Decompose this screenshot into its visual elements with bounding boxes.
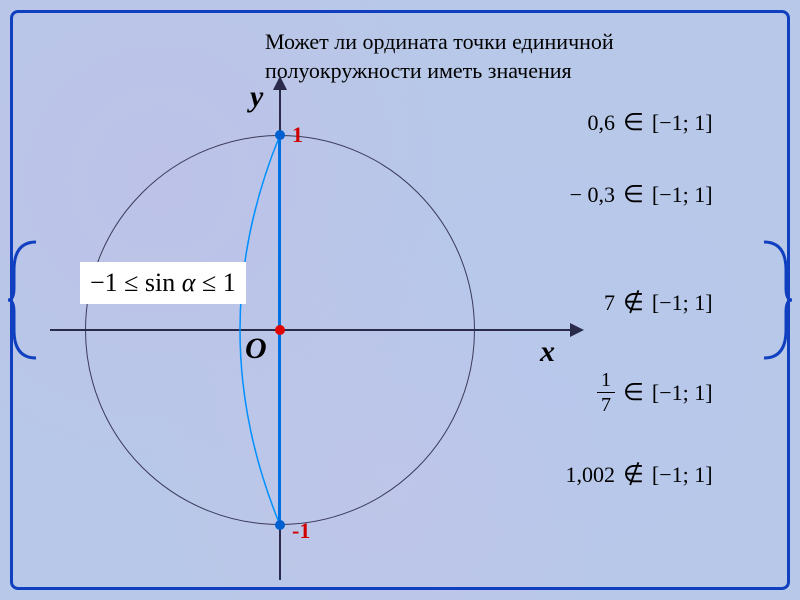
answer-value: − 0,3 <box>555 182 615 208</box>
answer-relation: ∈ <box>623 378 644 407</box>
point-bottom <box>275 520 285 530</box>
answer-value: 17 <box>555 370 615 415</box>
answer-value: 1,002 <box>555 462 615 488</box>
answer-interval: [−1; 1] <box>652 380 713 406</box>
answer-interval: [−1; 1] <box>652 182 713 208</box>
answer-row: 1,002 ∉ [−1; 1] <box>555 460 713 489</box>
fraction-denominator: 7 <box>597 393 615 415</box>
fraction-numerator: 1 <box>597 370 615 393</box>
x-axis-arrow <box>570 323 584 337</box>
answer-interval: [−1; 1] <box>652 462 713 488</box>
answer-row: 17 ∈ [−1; 1] <box>555 370 713 415</box>
answer-relation: ∈ <box>623 108 644 137</box>
answer-row: − 0,3 ∈ [−1; 1] <box>555 180 713 209</box>
answer-row: 0,6 ∈ [−1; 1] <box>555 108 713 137</box>
formula-text: −1 ≤ sin α ≤ 1 <box>90 268 236 297</box>
arc-curve <box>50 80 550 580</box>
point-origin <box>275 325 285 335</box>
sine-range-formula: −1 ≤ sin α ≤ 1 <box>80 262 246 304</box>
origin-label: O <box>245 332 267 366</box>
y-axis-label: y <box>250 80 263 114</box>
question-title: Может ли ордината точки единичной полуок… <box>265 28 695 85</box>
answer-row: 7 ∉ [−1; 1] <box>555 288 713 317</box>
answer-relation: ∈ <box>623 180 644 209</box>
point-top <box>275 130 285 140</box>
left-bracket-ornament <box>6 240 46 360</box>
answer-relation: ∉ <box>623 288 644 317</box>
label-minus-1: -1 <box>292 518 310 544</box>
label-1: 1 <box>292 122 303 148</box>
answer-value: 7 <box>555 290 615 316</box>
answer-interval: [−1; 1] <box>652 290 713 316</box>
x-axis-label: x <box>540 335 555 369</box>
answer-value: 0,6 <box>555 110 615 136</box>
right-bracket-ornament <box>754 240 794 360</box>
fraction: 17 <box>597 370 615 415</box>
answer-interval: [−1; 1] <box>652 110 713 136</box>
answer-relation: ∉ <box>623 460 644 489</box>
diagram-canvas: y x O 1 -1 −1 ≤ sin α ≤ 1 <box>50 80 550 580</box>
